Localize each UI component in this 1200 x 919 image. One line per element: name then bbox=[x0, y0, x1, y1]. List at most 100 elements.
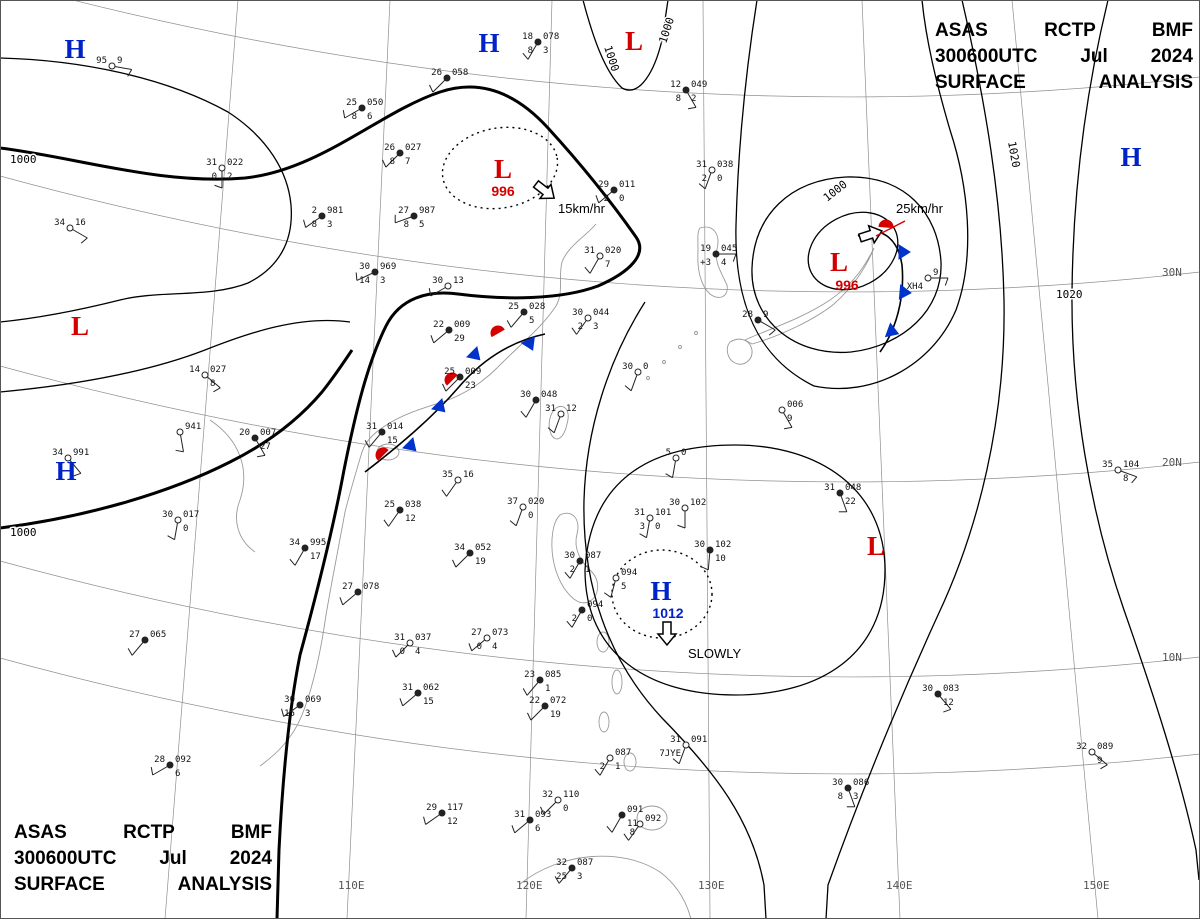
station-plot: 34 052 19 bbox=[452, 543, 491, 568]
station-cloud-circle bbox=[438, 809, 446, 817]
station-pressure: 102 bbox=[715, 540, 731, 550]
wind-barb-tick bbox=[688, 106, 697, 110]
movement-arrow-icon bbox=[532, 179, 556, 200]
station-temp: 23 bbox=[524, 670, 535, 680]
station-pressure: 038 bbox=[717, 160, 733, 170]
station-tendency: 11 bbox=[627, 819, 638, 829]
coast-mindanao bbox=[636, 805, 668, 831]
isobar-low-middle bbox=[751, 176, 942, 354]
coast-ryukyu-island bbox=[646, 376, 650, 380]
station-tendency: 1 bbox=[615, 762, 620, 772]
station-cloud-circle bbox=[445, 326, 453, 334]
longitude-label: 150E bbox=[1083, 879, 1110, 892]
station-temp: 31 bbox=[394, 633, 405, 643]
wind-barb-tick bbox=[430, 335, 435, 344]
center-pressure-value: 996 bbox=[491, 183, 515, 199]
chart-id: ASAS RCTP BMF bbox=[935, 20, 1193, 41]
station-temp: 26 bbox=[384, 143, 395, 153]
wind-barb-tick bbox=[382, 159, 387, 168]
station-plot: 35 16 bbox=[441, 470, 474, 497]
station-tendency: 12 bbox=[447, 817, 458, 827]
station-pressure: 16 bbox=[75, 218, 86, 228]
station-cloud-circle bbox=[406, 639, 414, 647]
station-pressure: 048 bbox=[541, 390, 557, 400]
annotation-pointer-line bbox=[875, 220, 906, 237]
wind-barb-tick bbox=[540, 806, 545, 815]
station-temp: 34 bbox=[454, 543, 465, 553]
center-pressure-value: 996 bbox=[835, 277, 859, 293]
station-pressure: 981 bbox=[327, 206, 343, 216]
motion-annotations: 15km/hr 25km/hr SLOWLY bbox=[532, 179, 944, 661]
warm-front-symbol bbox=[444, 372, 458, 386]
station-dewpoint: 7JYE bbox=[659, 749, 681, 759]
station-temp: 34 bbox=[52, 448, 63, 458]
station-temp: 31 bbox=[402, 683, 413, 693]
station-plot: 25 050 8 6 bbox=[342, 98, 383, 122]
high-center-marker: H bbox=[64, 34, 85, 64]
isobar-1000-bold-north bbox=[0, 85, 642, 919]
high-center-marker: H bbox=[478, 28, 499, 58]
station-cloud-circle bbox=[108, 62, 116, 70]
station-tendency: 7 bbox=[405, 157, 410, 167]
station-tendency: 0 bbox=[619, 194, 624, 204]
station-pressure: 009 bbox=[465, 367, 481, 377]
station-temp: 27 bbox=[398, 206, 409, 216]
movement-label: 15km/hr bbox=[558, 201, 606, 216]
station-pressure: 995 bbox=[310, 538, 326, 548]
station-pressure: 050 bbox=[367, 98, 383, 108]
station-temp: 30 bbox=[669, 498, 680, 508]
chart-title-bottom-left: ASAS RCTP BMF 300600UTC Jul 2024 SURFACE… bbox=[14, 820, 272, 898]
station-tendency: 4 bbox=[721, 258, 726, 268]
station-plot: 29 117 12 bbox=[423, 803, 463, 827]
station-cloud-circle bbox=[536, 676, 544, 684]
station-pressure: 038 bbox=[405, 500, 421, 510]
wind-barb-tick bbox=[639, 533, 647, 539]
station-temp: 2 bbox=[312, 206, 317, 216]
station-plot: 27 065 bbox=[127, 630, 166, 656]
station-cloud-circle bbox=[596, 252, 604, 260]
isobar-value-label: 1000 bbox=[656, 16, 677, 45]
station-plot: 34 995 17 bbox=[289, 538, 326, 566]
wind-barb-tick bbox=[595, 195, 600, 204]
station-pressure: 9 bbox=[933, 268, 938, 278]
wind-barb-tick bbox=[672, 758, 680, 765]
wind-barb-tick bbox=[554, 876, 560, 884]
station-cloud-circle bbox=[618, 811, 626, 819]
station-pressure: 048 bbox=[845, 483, 861, 493]
coast-island bbox=[623, 752, 637, 772]
station-plot: 31 038 2 0 bbox=[696, 160, 733, 190]
station-pressure: 078 bbox=[543, 32, 559, 42]
isobar-low-inner bbox=[807, 211, 899, 291]
station-temp: 30 bbox=[832, 778, 843, 788]
station-plot: 31 048 22 bbox=[824, 483, 861, 513]
station-dewpoint: 2 bbox=[600, 762, 605, 772]
station-cloud-circle bbox=[557, 410, 565, 418]
cold-front-symbol bbox=[898, 244, 911, 260]
station-plot: 29 011 2 0 bbox=[595, 180, 635, 204]
parallel-10n bbox=[0, 560, 1200, 678]
station-pressure: 017 bbox=[183, 510, 199, 520]
station-pressure: 009 bbox=[454, 320, 470, 330]
station-plot: 30 0 bbox=[622, 362, 648, 392]
wind-barb-tick bbox=[943, 708, 952, 713]
parallel-40n bbox=[71, 0, 1200, 98]
station-cloud-circle bbox=[646, 514, 654, 522]
latitude-label: 20N bbox=[1162, 456, 1182, 469]
wind-barb-tick bbox=[547, 427, 555, 434]
meridian-140e bbox=[861, 0, 901, 919]
station-dewpoint: 8 bbox=[404, 220, 409, 230]
wind-barb-tick bbox=[342, 110, 346, 119]
station-temp: 14 bbox=[189, 365, 200, 375]
station-plot: 30 969 14 3 bbox=[355, 262, 396, 286]
station-temp: 28 bbox=[154, 755, 165, 765]
station-temp: 30 bbox=[162, 510, 173, 520]
chart-datetime: 300600UTC Jul 2024 bbox=[935, 46, 1193, 67]
station-tendency: 5 bbox=[621, 582, 626, 592]
station-pressure: 007 bbox=[260, 428, 276, 438]
meridian-100e bbox=[164, 0, 239, 919]
station-pressure: 991 bbox=[73, 448, 89, 458]
